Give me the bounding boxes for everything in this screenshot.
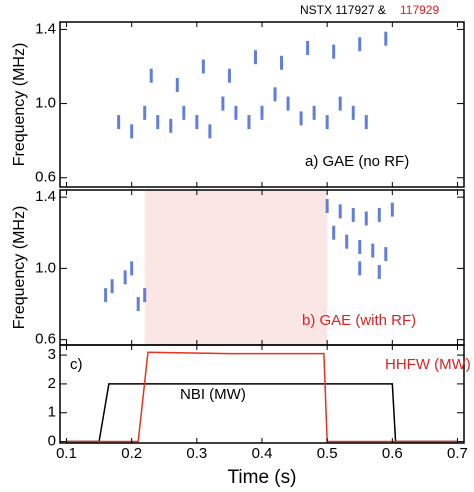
mode-streak	[195, 115, 199, 130]
mode-streak	[175, 78, 179, 93]
x-tick-label: 0.5	[317, 445, 338, 462]
mode-streak	[325, 199, 329, 214]
mode-streak	[130, 261, 134, 276]
mode-streak	[149, 68, 153, 83]
x-tick-label: 0.3	[186, 445, 207, 462]
mode-streak	[280, 55, 284, 70]
y-tick-label: 2	[48, 375, 56, 392]
x-axis-label: Time (s)	[228, 467, 297, 488]
mode-streak	[364, 115, 368, 130]
mode-streak	[182, 105, 186, 120]
mode-streak	[364, 211, 368, 226]
mode-streak	[208, 124, 212, 139]
mode-streak	[169, 118, 173, 133]
mode-streak	[351, 105, 355, 120]
mode-streak	[299, 111, 303, 126]
mode-streak	[110, 279, 114, 294]
mode-streak	[312, 105, 316, 120]
mode-streak	[377, 207, 381, 222]
y-tick-label: 1.4	[35, 20, 56, 37]
mode-streak	[104, 288, 108, 303]
mode-streak	[358, 240, 362, 255]
mode-streak	[273, 87, 277, 102]
y-tick-label: 1	[48, 404, 56, 421]
mode-streak	[371, 243, 375, 258]
mode-streak	[156, 115, 160, 130]
mode-streak	[136, 297, 140, 312]
mode-streak	[384, 247, 388, 262]
mode-streak	[286, 96, 290, 111]
x-tick-label: 0.1	[56, 445, 77, 462]
mode-streak	[390, 202, 394, 217]
mode-streak	[351, 207, 355, 222]
mode-streak	[325, 115, 329, 130]
y-tick-label: 0	[48, 433, 56, 450]
mode-streak	[234, 105, 238, 120]
rf-region	[144, 190, 328, 345]
mode-streak	[345, 234, 349, 249]
annotation: c)	[70, 356, 83, 373]
mode-streak	[332, 44, 336, 59]
y-tick-label: 1.0	[35, 259, 56, 276]
mode-streak	[227, 68, 231, 83]
mode-streak	[358, 37, 362, 52]
mode-streak	[377, 264, 381, 279]
x-tick-label: 0.6	[382, 445, 403, 462]
annotation: HHFW (MW)	[385, 356, 471, 373]
x-tick-label: 0.2	[121, 445, 142, 462]
x-tick-label: 0.4	[252, 445, 273, 462]
mode-streak	[358, 261, 362, 276]
x-tick-label: 0.7	[447, 445, 468, 462]
mode-streak	[123, 270, 127, 285]
y-tick-label: 1.0	[35, 95, 56, 112]
mode-streak	[253, 50, 257, 65]
mode-streak	[384, 31, 388, 46]
mode-streak	[143, 288, 147, 303]
mode-streak	[247, 115, 251, 130]
y-tick-label: 0.6	[35, 331, 56, 348]
y-tick-label: 1.4	[35, 188, 56, 205]
annotation: NBI (MW)	[180, 386, 246, 403]
mode-streak	[130, 124, 134, 139]
y-tick-label: 0.6	[35, 169, 56, 186]
annotation: a) GAE (no RF)	[305, 153, 409, 170]
annotation: b) GAE (with RF)	[302, 312, 416, 329]
mode-streak	[332, 225, 336, 240]
title: NSTX 117927 &	[300, 3, 386, 17]
power-line	[66, 383, 458, 443]
mode-streak	[338, 96, 342, 111]
y-axis-label: Frequency (MHz)	[11, 206, 28, 330]
y-axis-label: Frequency (MHz)	[11, 43, 28, 167]
mode-streak	[201, 59, 205, 74]
mode-streak	[221, 96, 225, 111]
title-highlight: 117929	[400, 3, 439, 17]
mode-streak	[143, 105, 147, 120]
y-tick-label: 3	[48, 346, 56, 363]
mode-streak	[117, 115, 121, 130]
mode-streak	[260, 105, 264, 120]
mode-streak	[338, 204, 342, 219]
mode-streak	[306, 40, 310, 55]
